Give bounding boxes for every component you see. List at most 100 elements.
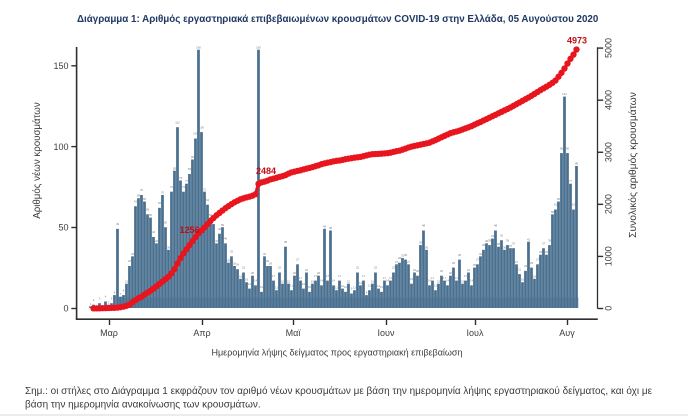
svg-text:64: 64 bbox=[206, 198, 210, 202]
svg-text:0: 0 bbox=[604, 306, 614, 311]
svg-text:14: 14 bbox=[254, 279, 258, 283]
svg-text:44: 44 bbox=[152, 230, 156, 234]
svg-text:22: 22 bbox=[242, 266, 246, 270]
svg-text:20: 20 bbox=[416, 269, 420, 273]
svg-text:7: 7 bbox=[120, 292, 122, 296]
svg-text:43: 43 bbox=[491, 234, 495, 238]
svg-text:28: 28 bbox=[398, 256, 402, 260]
svg-text:14: 14 bbox=[428, 279, 432, 283]
svg-text:22: 22 bbox=[374, 266, 378, 270]
svg-text:31: 31 bbox=[401, 254, 405, 258]
svg-text:77: 77 bbox=[569, 179, 573, 183]
svg-text:39: 39 bbox=[506, 238, 510, 242]
svg-text:22: 22 bbox=[467, 268, 471, 272]
svg-text:32: 32 bbox=[230, 250, 234, 254]
svg-text:22: 22 bbox=[278, 266, 282, 270]
svg-text:40: 40 bbox=[215, 239, 219, 243]
svg-text:20: 20 bbox=[317, 271, 321, 275]
svg-text:20: 20 bbox=[293, 271, 297, 275]
svg-text:40: 40 bbox=[485, 239, 489, 243]
svg-text:2484: 2484 bbox=[256, 166, 276, 176]
svg-text:17: 17 bbox=[326, 274, 330, 278]
svg-text:131: 131 bbox=[562, 92, 567, 96]
svg-text:27: 27 bbox=[296, 258, 300, 262]
svg-text:16: 16 bbox=[521, 278, 525, 282]
svg-text:38: 38 bbox=[497, 242, 501, 246]
svg-text:27: 27 bbox=[395, 260, 399, 264]
svg-text:17: 17 bbox=[338, 274, 342, 278]
svg-text:15: 15 bbox=[410, 277, 414, 281]
svg-text:105: 105 bbox=[193, 132, 198, 136]
svg-text:66: 66 bbox=[557, 197, 561, 201]
svg-text:Αυγ: Αυγ bbox=[559, 328, 575, 338]
svg-text:30: 30 bbox=[458, 253, 462, 257]
svg-text:36: 36 bbox=[482, 243, 486, 247]
svg-text:72: 72 bbox=[170, 185, 174, 189]
svg-text:16: 16 bbox=[245, 278, 249, 282]
svg-text:3: 3 bbox=[111, 296, 113, 300]
svg-text:18: 18 bbox=[239, 274, 243, 278]
svg-text:49: 49 bbox=[116, 222, 120, 226]
svg-text:Μαϊ: Μαϊ bbox=[286, 328, 302, 338]
svg-text:14: 14 bbox=[359, 281, 363, 285]
svg-text:5000: 5000 bbox=[604, 38, 614, 58]
svg-text:26: 26 bbox=[128, 259, 132, 263]
svg-text:27: 27 bbox=[407, 260, 411, 264]
svg-text:28: 28 bbox=[227, 258, 231, 262]
svg-text:41: 41 bbox=[527, 237, 531, 241]
svg-text:50: 50 bbox=[58, 223, 68, 233]
svg-text:26: 26 bbox=[269, 262, 273, 266]
svg-text:72: 72 bbox=[203, 187, 207, 191]
svg-text:10: 10 bbox=[260, 285, 264, 289]
svg-text:17: 17 bbox=[443, 276, 447, 280]
svg-text:8: 8 bbox=[366, 291, 368, 295]
svg-text:12: 12 bbox=[377, 284, 381, 288]
svg-text:4000: 4000 bbox=[604, 90, 614, 110]
svg-text:50: 50 bbox=[221, 223, 225, 227]
svg-text:11: 11 bbox=[290, 283, 293, 287]
svg-text:15: 15 bbox=[461, 279, 465, 283]
svg-text:1256: 1256 bbox=[179, 225, 199, 235]
svg-text:22: 22 bbox=[305, 268, 309, 272]
svg-text:22: 22 bbox=[356, 266, 360, 270]
svg-text:8: 8 bbox=[123, 288, 125, 292]
svg-text:17: 17 bbox=[314, 274, 318, 278]
svg-text:17: 17 bbox=[464, 274, 468, 278]
svg-text:11: 11 bbox=[353, 286, 356, 290]
svg-text:112: 112 bbox=[175, 120, 180, 124]
svg-text:12: 12 bbox=[302, 282, 306, 286]
svg-text:10: 10 bbox=[308, 285, 312, 289]
svg-text:63: 63 bbox=[134, 200, 138, 204]
svg-text:23: 23 bbox=[524, 264, 528, 268]
svg-text:77: 77 bbox=[185, 179, 189, 183]
svg-text:3: 3 bbox=[99, 296, 101, 300]
svg-text:88: 88 bbox=[575, 162, 579, 166]
svg-text:36: 36 bbox=[503, 245, 507, 249]
svg-text:10: 10 bbox=[344, 285, 348, 289]
svg-text:2: 2 bbox=[93, 298, 95, 302]
svg-text:42: 42 bbox=[500, 233, 504, 237]
svg-text:39: 39 bbox=[419, 241, 423, 245]
svg-text:109: 109 bbox=[199, 125, 204, 129]
svg-text:4: 4 bbox=[105, 295, 107, 299]
svg-text:20: 20 bbox=[449, 271, 453, 275]
svg-text:46: 46 bbox=[218, 227, 222, 231]
svg-text:37: 37 bbox=[512, 242, 516, 246]
svg-text:58: 58 bbox=[551, 210, 555, 214]
svg-text:Σημ.: οι στήλες στο Διάγραμμα: Σημ.: οι στήλες στο Διάγραμμα 1 εκφράζου… bbox=[25, 386, 653, 397]
svg-text:Ιουλ: Ιουλ bbox=[467, 328, 484, 338]
svg-text:56: 56 bbox=[149, 213, 153, 217]
svg-text:68: 68 bbox=[137, 194, 141, 198]
svg-text:3000: 3000 bbox=[604, 142, 614, 162]
svg-text:2000: 2000 bbox=[604, 194, 614, 214]
svg-text:17: 17 bbox=[362, 274, 366, 278]
svg-text:56: 56 bbox=[209, 213, 213, 217]
svg-text:12: 12 bbox=[341, 284, 345, 288]
svg-text:49: 49 bbox=[323, 224, 327, 228]
svg-text:38: 38 bbox=[284, 240, 288, 244]
svg-text:58: 58 bbox=[146, 208, 150, 212]
svg-text:14: 14 bbox=[332, 279, 336, 283]
svg-text:18: 18 bbox=[533, 274, 537, 278]
svg-text:17: 17 bbox=[272, 274, 276, 278]
svg-text:96: 96 bbox=[560, 146, 564, 150]
